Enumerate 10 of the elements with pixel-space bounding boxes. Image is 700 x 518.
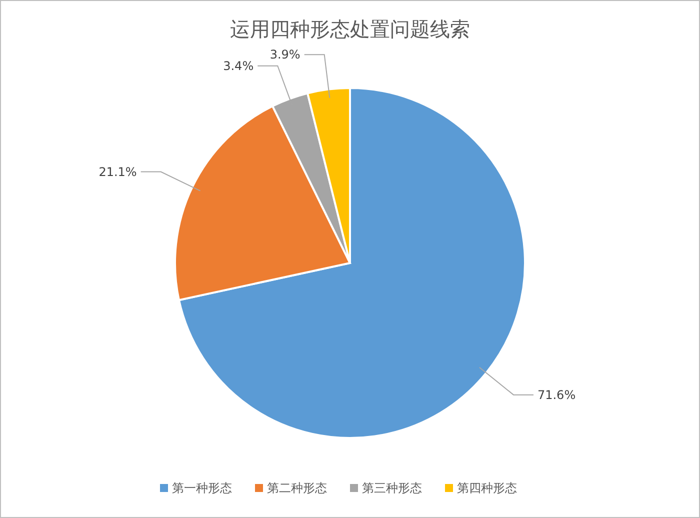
legend-label: 第四种形态 [457,481,517,495]
data-label: 71.6% [537,388,576,402]
data-label: 21.1% [98,164,137,179]
data-label: 3.4% [223,58,254,73]
chart-title: 运用四种形态处置问题线索 [230,17,470,41]
legend-label: 第二种形态 [267,481,327,495]
data-label: 3.9% [270,48,300,62]
pie-slice [178,87,526,439]
legend-label: 第一种形态 [172,481,232,495]
legend-label: 第三种形态 [362,481,422,495]
